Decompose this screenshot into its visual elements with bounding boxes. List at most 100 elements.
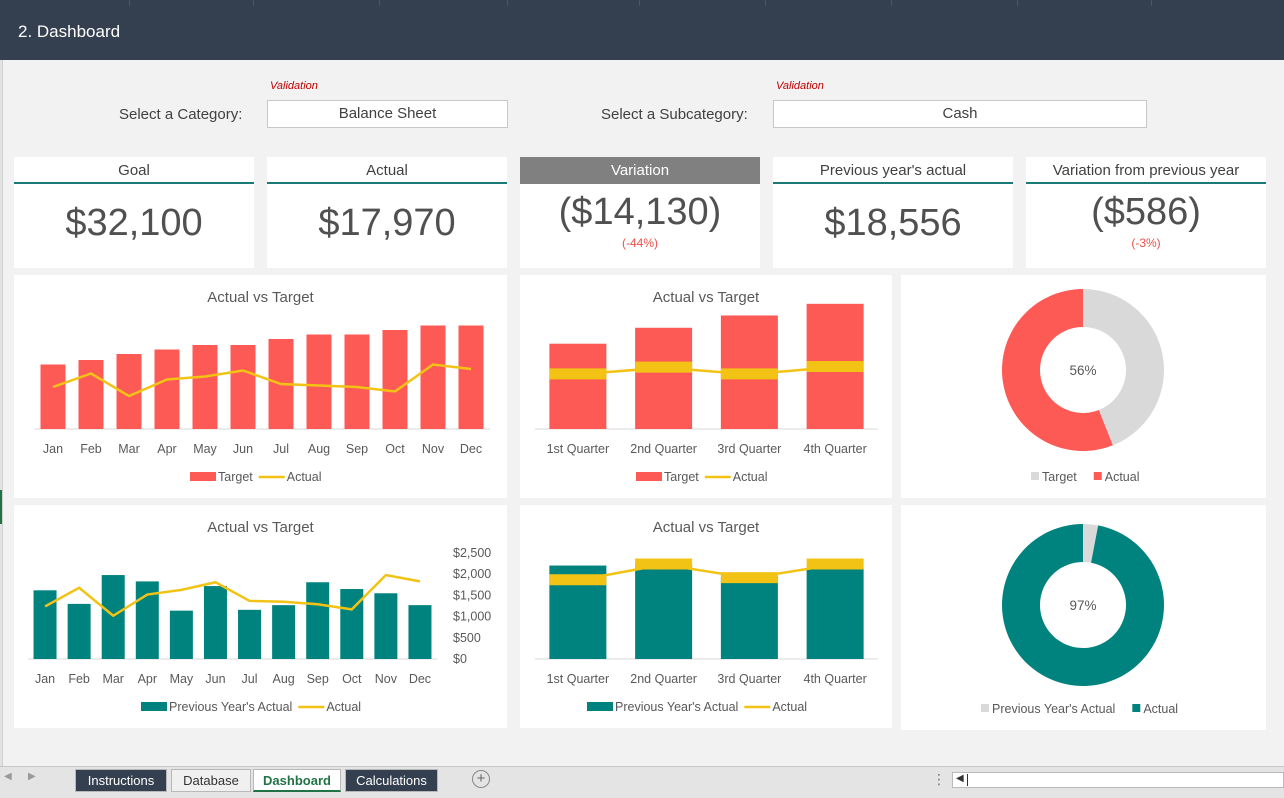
x-tick-label: Feb [80, 442, 102, 456]
column-gridlines [0, 0, 1284, 60]
x-tick-label: Jun [205, 672, 225, 686]
bar-feb [78, 360, 104, 429]
actual-marker [806, 558, 864, 570]
kpi-goal: Goal $32,100 [14, 157, 254, 268]
tab-scroll-right-icon[interactable]: ▶ [28, 771, 36, 782]
legend-swatch [1093, 472, 1102, 480]
x-tick-label: May [193, 442, 217, 456]
legend-label: Actual [1143, 702, 1178, 716]
x-tick-label: 4th Quarter [804, 442, 867, 456]
tab-instructions[interactable]: Instructions [75, 769, 167, 792]
legend-swatch [1031, 472, 1039, 480]
legend-line-label: Actual [733, 470, 768, 484]
chart-title: Actual vs Target [653, 289, 760, 306]
y-tick-label: $500 [453, 631, 481, 645]
actual-marker [806, 361, 864, 373]
row-header-strip [0, 60, 3, 766]
kpi-actual-value: $17,970 [318, 202, 456, 244]
legend-line-label: Actual [287, 470, 322, 484]
tab-dashboard[interactable]: Dashboard [253, 769, 341, 792]
legend-label: Actual [1105, 470, 1140, 484]
legend-label: Target [1042, 470, 1077, 484]
subcategory-dropdown[interactable]: Cash [773, 100, 1147, 128]
bar-jul [238, 609, 262, 659]
bar-3rd-quarter [720, 577, 778, 659]
legend-line-label: Actual [326, 700, 361, 714]
x-tick-label: Jun [233, 442, 253, 456]
dashboard-header: 2. Dashboard [0, 0, 1284, 60]
kpi-variation-previous-year-value: ($586) [1091, 191, 1201, 233]
page-title: 2. Dashboard [18, 22, 121, 41]
add-sheet-icon[interactable]: + [472, 770, 490, 788]
scrollbar-thumb[interactable] [967, 774, 1283, 786]
monthly-target-chart: Actual vs Target Jan Feb Mar Apr May Jun Jul Aug… [14, 275, 507, 498]
x-tick-label: Mar [118, 442, 140, 456]
quarterly-target-chart: Actual vs Target 1st Quarter 2nd Quarter 3r… [520, 275, 892, 498]
legend-bar-label: Previous Year's Actual [615, 700, 738, 714]
category-dropdown[interactable]: Balance Sheet [267, 100, 508, 128]
actual-line [52, 363, 472, 398]
tab-calculations[interactable]: Calculations [345, 769, 438, 792]
bar-nov [420, 325, 446, 429]
legend-bar-swatch [636, 472, 662, 481]
kpi-variation-previous-year-pct: (-3%) [1131, 236, 1161, 250]
y-tick-label: $2,000 [453, 567, 491, 581]
category-label: Select a Category: [119, 106, 243, 123]
donut-slice-actual [1002, 289, 1113, 451]
bar-aug [306, 334, 332, 429]
tab-database[interactable]: Database [171, 769, 251, 792]
bar-jan [40, 364, 66, 429]
bar-apr [154, 349, 180, 429]
bar-may [192, 345, 218, 429]
prev-year-donut-chart: 97% Previous Year's Actual Actual [901, 505, 1266, 730]
split-handle-icon[interactable]: ⋮ [932, 771, 946, 787]
x-tick-label: Oct [342, 672, 362, 686]
x-tick-label: Mar [102, 672, 124, 686]
kpi-actual: Actual $17,970 [267, 157, 507, 268]
y-tick-label: $1,000 [453, 610, 491, 624]
horizontal-scrollbar[interactable]: ◀ [952, 772, 1284, 788]
bar-aug [272, 605, 296, 659]
x-tick-label: Apr [138, 672, 157, 686]
donut-center-label: 56% [1069, 363, 1096, 378]
kpi-variation-pct: (-44%) [621, 236, 658, 250]
scroll-left-arrow-icon[interactable]: ◀ [956, 773, 964, 784]
kpi-variation-value: ($14,130) [558, 191, 722, 233]
legend-swatch [981, 704, 989, 712]
bar-jun [230, 345, 256, 429]
bar-apr [135, 581, 159, 659]
x-tick-label: 2nd Quarter [630, 442, 697, 456]
legend-bar-swatch [190, 472, 216, 481]
kpi-variation: Variation ($14,130) (-44%) [520, 157, 760, 268]
x-tick-label: Jan [43, 442, 63, 456]
y-tick-label: $2,500 [453, 546, 491, 560]
kpi-previous-year-value: $18,556 [824, 202, 962, 244]
x-tick-label: Dec [409, 672, 431, 686]
active-row-marker [0, 490, 2, 524]
x-tick-label: Jul [273, 442, 289, 456]
category-validation-note: Validation [270, 80, 318, 92]
x-tick-label: Jul [242, 672, 258, 686]
chart-title: Actual vs Target [653, 519, 760, 536]
bar-dec [408, 605, 432, 659]
bar-oct [382, 330, 408, 429]
legend-bar-label: Previous Year's Actual [169, 700, 292, 714]
actual-line [577, 365, 836, 376]
x-tick-label: Jan [35, 672, 55, 686]
actual-line [44, 573, 421, 618]
quarterly-prev-year-chart: Actual vs Target 1st Quarter 2nd Quarter 3r… [520, 505, 892, 728]
x-tick-label: Nov [422, 442, 445, 456]
x-tick-label: 2nd Quarter [630, 672, 697, 686]
tab-scroll-left-icon[interactable]: ◀ [4, 771, 12, 782]
bar-jun [203, 586, 227, 659]
legend-swatch [1132, 704, 1141, 712]
actual-line [577, 563, 836, 582]
bar-4th-quarter [806, 567, 864, 659]
donut-slice-target [1083, 289, 1164, 446]
bar-2nd-quarter [635, 564, 693, 659]
bar-nov [374, 593, 398, 659]
x-tick-label: 1st Quarter [547, 672, 610, 686]
x-tick-label: May [170, 672, 194, 686]
kpi-variation-label: Variation [520, 157, 760, 184]
bar-sep [344, 334, 370, 429]
